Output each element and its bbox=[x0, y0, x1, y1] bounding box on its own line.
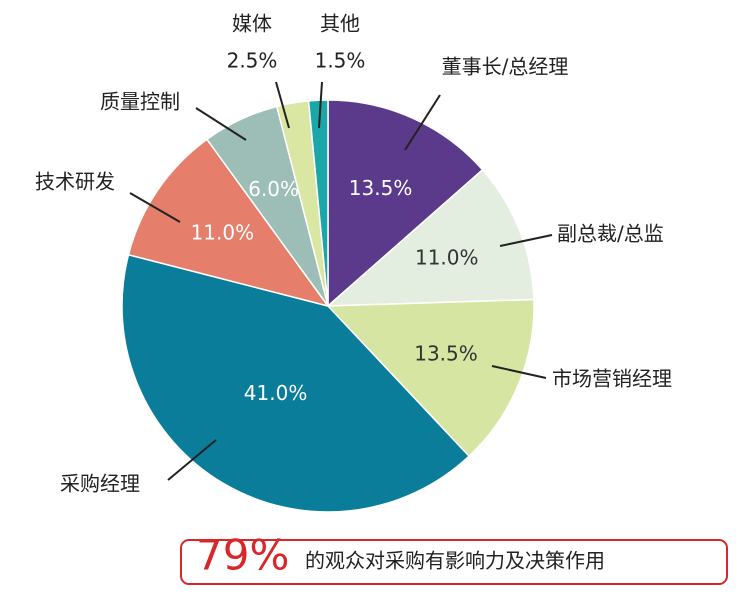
pie-slice bbox=[327, 99, 484, 308]
category-label: 其他 bbox=[320, 12, 360, 36]
value-label: 13.5% bbox=[414, 341, 478, 365]
value-label: 6.0% bbox=[248, 177, 299, 201]
category-label: 采购经理 bbox=[60, 472, 140, 496]
leader-line bbox=[318, 81, 323, 129]
category-label: 市场营销经理 bbox=[552, 367, 672, 391]
annotation-text: 的观众对采购有影响力及决策作用 bbox=[305, 549, 605, 573]
category-label: 董事长/总经理 bbox=[442, 55, 569, 79]
value-label: 13.5% bbox=[349, 176, 413, 200]
leader-line bbox=[129, 192, 181, 223]
pie-slice bbox=[307, 99, 329, 307]
category-label: 副总裁/总监 bbox=[557, 222, 664, 246]
pie-slice bbox=[127, 138, 330, 308]
value-label: 11.0% bbox=[191, 221, 255, 245]
value-label: 11.0% bbox=[415, 245, 479, 269]
pie-slice bbox=[325, 168, 535, 307]
leader-line bbox=[491, 365, 547, 379]
value-label: 1.5% bbox=[315, 49, 366, 73]
pie-slice bbox=[121, 253, 471, 513]
value-label: 2.5% bbox=[227, 49, 278, 73]
annotation-highlight: 79% bbox=[196, 531, 289, 580]
leader-line bbox=[195, 107, 247, 141]
value-label: 41.0% bbox=[244, 381, 308, 405]
leader-line bbox=[275, 81, 290, 129]
category-label: 质量控制 bbox=[100, 90, 180, 114]
category-label: 技术研发 bbox=[35, 170, 115, 194]
leader-line bbox=[499, 234, 553, 247]
leader-line bbox=[167, 439, 217, 481]
pie-slice bbox=[326, 298, 535, 458]
annotation-box bbox=[180, 539, 728, 585]
category-label: 媒体 bbox=[232, 12, 272, 36]
leader-line bbox=[404, 94, 441, 151]
